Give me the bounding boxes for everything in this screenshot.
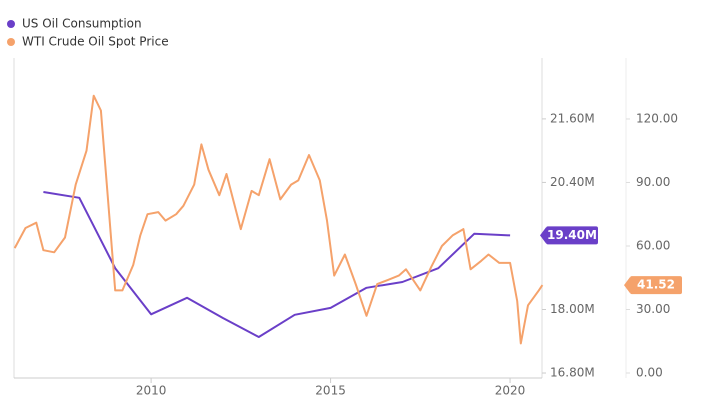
legend-label: WTI Crude Oil Spot Price bbox=[22, 35, 169, 49]
y-tick-label: 18.00M bbox=[550, 302, 595, 316]
legend-marker bbox=[7, 20, 15, 28]
legend-marker bbox=[7, 38, 15, 46]
value-label: 41.52 bbox=[637, 278, 675, 292]
y-tick-label: 20.40M bbox=[550, 175, 595, 189]
y-tick-label: 21.60M bbox=[550, 111, 595, 125]
badge-arrow bbox=[540, 227, 546, 244]
y-tick-label: 16.80M bbox=[550, 366, 595, 380]
series-line bbox=[43, 191, 511, 338]
value-label: 19.40M bbox=[547, 228, 597, 242]
badge-arrow bbox=[624, 277, 630, 294]
x-tick-label: 2020 bbox=[495, 384, 526, 398]
y2-tick-label: 90.00 bbox=[636, 175, 670, 189]
x-tick-label: 2010 bbox=[136, 384, 167, 398]
legend: US Oil Consumption WTI Crude Oil Spot Pri… bbox=[7, 17, 169, 49]
badge-box bbox=[546, 226, 598, 245]
y2-tick-label: 30.00 bbox=[636, 302, 670, 316]
legend-label: US Oil Consumption bbox=[22, 17, 142, 31]
x-tick-label: 2015 bbox=[315, 384, 346, 398]
y2-tick-label: 120.00 bbox=[636, 111, 678, 125]
value-badge: 41.52 bbox=[624, 276, 682, 295]
series-line bbox=[13, 94, 544, 345]
badge-box bbox=[630, 276, 682, 295]
y2-tick-label: 60.00 bbox=[636, 238, 670, 252]
y2-tick-label: 0.00 bbox=[636, 366, 663, 380]
value-badge: 19.40M bbox=[540, 226, 598, 245]
